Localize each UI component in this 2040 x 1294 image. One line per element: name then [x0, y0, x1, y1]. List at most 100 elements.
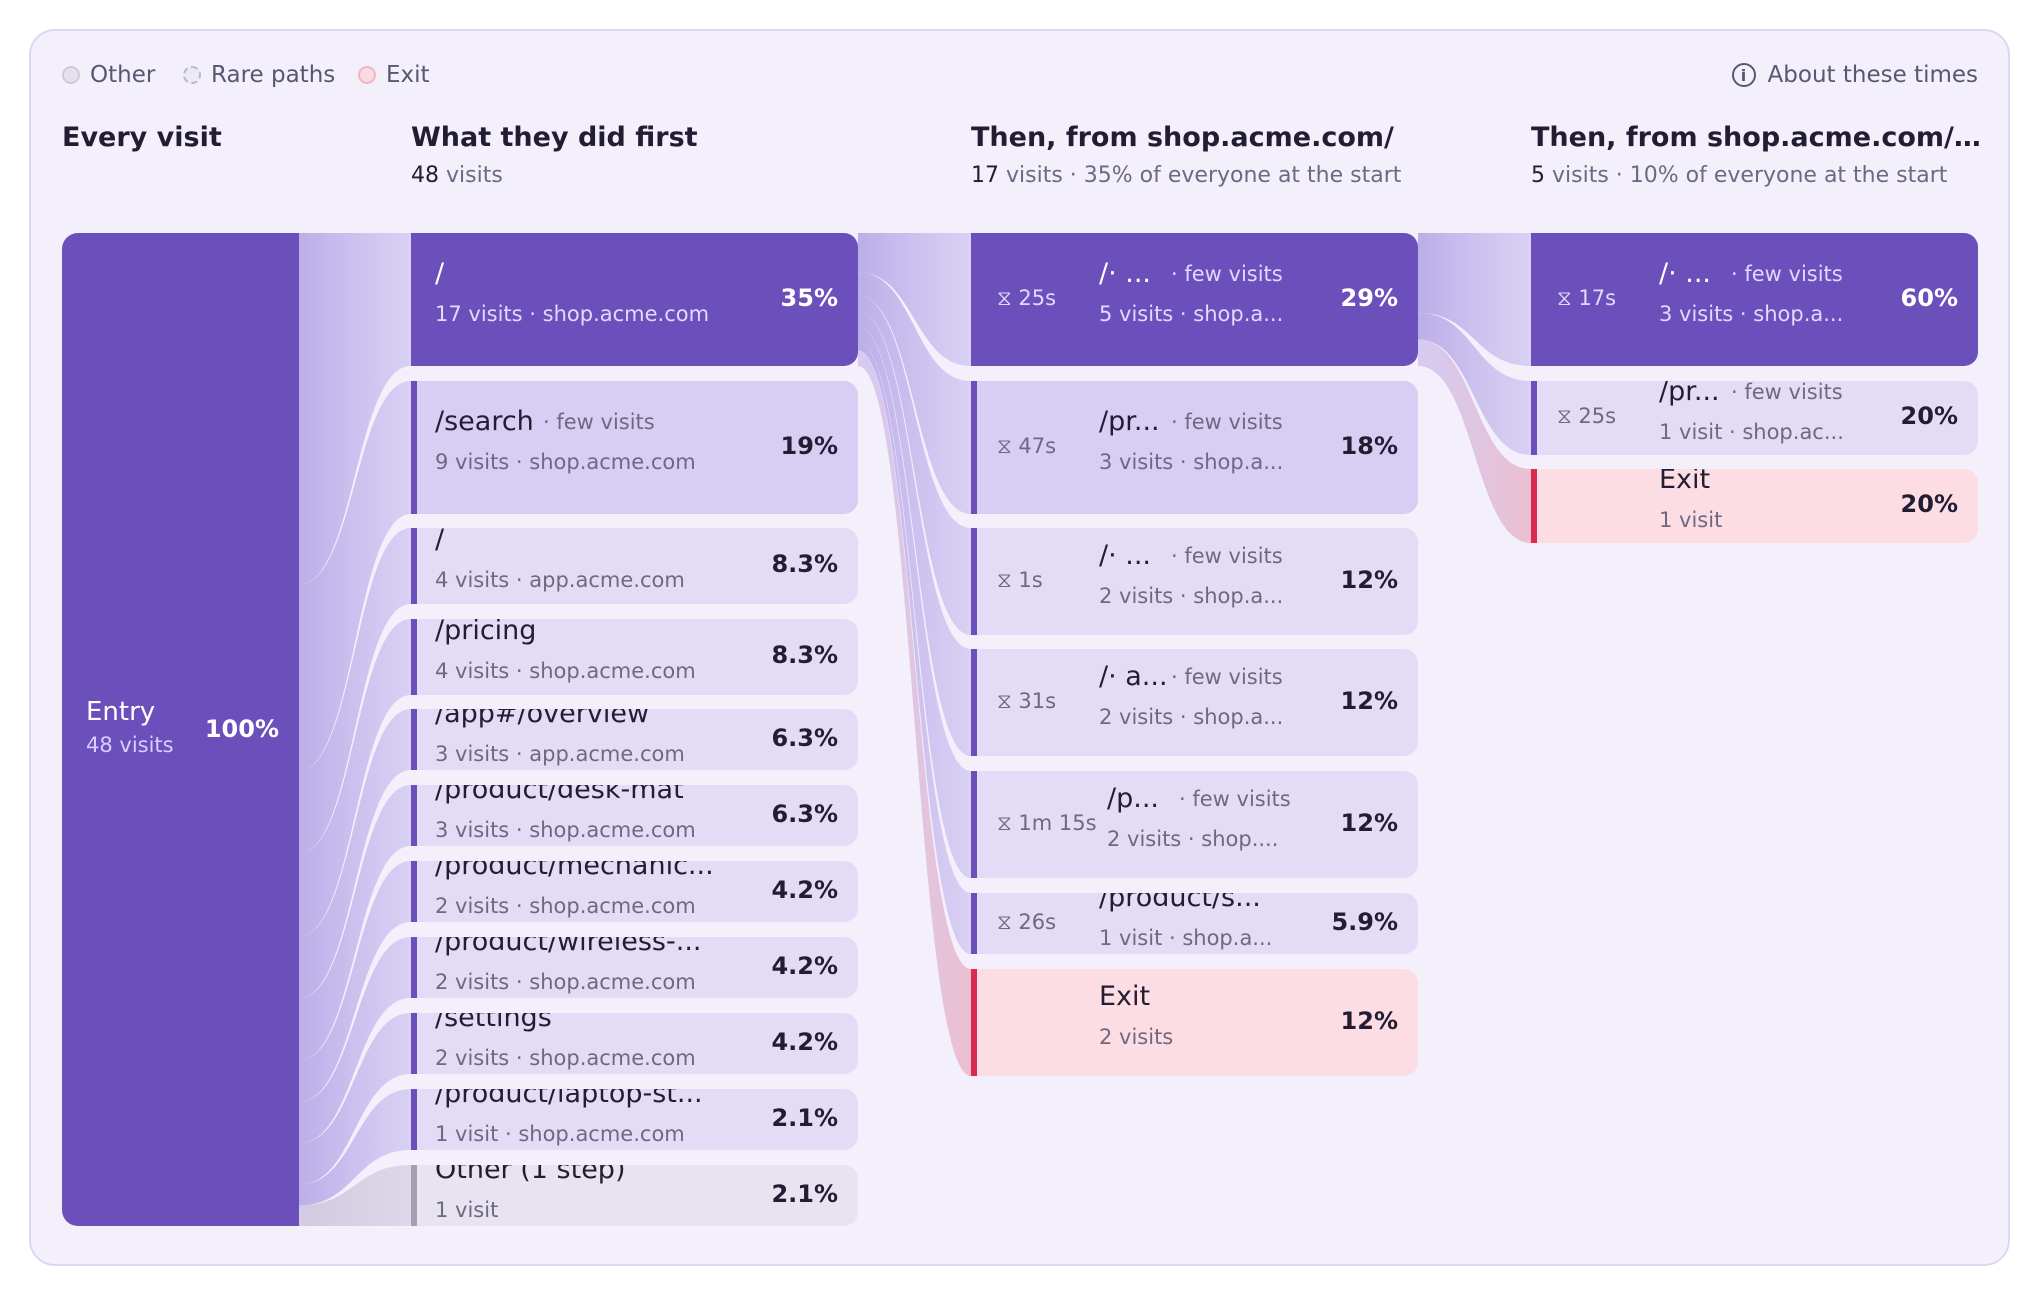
node-percent: 8.3%: [771, 641, 838, 669]
legend-item-rare-paths[interactable]: Rare paths: [183, 62, 335, 88]
legend-swatch: [183, 66, 201, 84]
legend-label: Exit: [386, 62, 430, 88]
node-visits: 3 visits · shop.a...: [1099, 449, 1284, 474]
flow-entry-to-step1-9: [299, 1089, 411, 1206]
node-title: Exit: [1659, 469, 1711, 495]
step2-node-4[interactable]: ⧖ 1m 15s/p... · few visits 2 visits · shop…: [971, 771, 1418, 878]
entry-node[interactable]: Entry 48 visits 100%: [62, 233, 299, 1226]
flow-entry-to-step1-6: [299, 861, 411, 1102]
node-visits: 1 visit: [1659, 508, 1723, 532]
node-percent: 20%: [1900, 490, 1958, 518]
node-percent: 12%: [1340, 808, 1398, 837]
flow-step1-to-step2-5: [858, 342, 971, 954]
step1-node-3[interactable]: /pricing 4 visits · shop.acme.com 8.3%: [411, 619, 858, 695]
step3-node-0[interactable]: ⧖ 17s /· ... · few visits 3 visits · shop.a…: [1531, 233, 1978, 366]
node-accent-bar: [411, 785, 417, 846]
legend-label: Other: [90, 62, 156, 88]
flow-step2-to-step3-2: [1418, 339, 1531, 543]
time-on-step: ⧖ 31s: [997, 688, 1057, 713]
flow-entry-to-step1-4: [299, 709, 411, 999]
node-accent-bar: [971, 381, 977, 514]
step1-node-2[interactable]: / 4 visits · app.acme.com 8.3%: [411, 528, 858, 604]
step1-node-6[interactable]: /product/mechanic... 2 visits · shop.acme…: [411, 861, 858, 922]
node-visits: 2 visits · shop.acme.com: [435, 1045, 696, 1070]
node-percent: 12%: [1340, 1006, 1398, 1035]
few-visits-note: · few visits: [1171, 543, 1283, 568]
few-visits-note: · few visits: [1171, 409, 1283, 434]
step2-node-1[interactable]: ⧖ 47s/pr... · few visits 3 visits · shop.a…: [971, 381, 1418, 514]
step1-node-0[interactable]: / 17 visits · shop.acme.com 35%: [411, 233, 858, 366]
step2-node-0[interactable]: ⧖ 25s /· ... · few visits 5 visits · shop.a…: [971, 233, 1418, 366]
flow-entry-to-step1-10: [299, 1165, 411, 1226]
node-title: Other (1 step): [435, 1165, 626, 1185]
flow-entry-to-step1-3: [299, 619, 411, 937]
step1-node-10[interactable]: Other (1 step) 1 visit 2.1%: [411, 1165, 858, 1226]
step1-node-4[interactable]: /app#/overview 3 visits · app.acme.com 6.3…: [411, 709, 858, 770]
node-visits: 2 visits · shop.a...: [1099, 704, 1284, 729]
step3-node-2[interactable]: Exit 1 visit 20%: [1531, 469, 1978, 543]
flow-entry-to-step1-0: [299, 233, 411, 585]
node-title: /· ...: [1099, 539, 1152, 571]
step2-node-2[interactable]: ⧖ 1s /· ... · few visits 2 visits · shop.a.…: [971, 528, 1418, 635]
node-title: /· ...: [1099, 257, 1152, 289]
step1-node-1[interactable]: /search · few visits 9 visits · shop.acme.…: [411, 381, 858, 514]
few-visits-note: · few visits: [1731, 261, 1843, 286]
step2-node-5[interactable]: ⧖ 26s/product/s... 1 visit · shop.a... 5.9…: [971, 893, 1418, 954]
node-title: /app#/overview: [435, 709, 650, 729]
flow-step2-to-step3-0: [1418, 233, 1531, 366]
step1-node-9[interactable]: /product/laptop-st... 1 visit · shop.acme…: [411, 1089, 858, 1150]
node-percent: 20%: [1900, 402, 1958, 430]
flow-step1-to-step2-4: [858, 326, 971, 879]
node-percent: 60%: [1900, 283, 1958, 312]
step1-node-8[interactable]: /settings 2 visits · shop.acme.com 4.2%: [411, 1013, 858, 1074]
node-percent: 4.2%: [771, 1027, 838, 1056]
node-visits: 4 visits · app.acme.com: [435, 568, 685, 592]
node-visits: 1 visit · shop.acme.com: [435, 1121, 685, 1146]
step3-node-1[interactable]: ⧖ 25s/pr... · few visits 1 visit · shop.ac…: [1531, 381, 1978, 455]
step2-node-3[interactable]: ⧖ 31s /· a... · few visits 2 visits · shop.…: [971, 649, 1418, 756]
node-percent: 12%: [1340, 686, 1398, 715]
node-accent-bar: [971, 969, 977, 1076]
node-percent: 5.9%: [1331, 907, 1398, 936]
legend-label: Rare paths: [211, 62, 336, 88]
node-accent-bar: [971, 528, 977, 635]
node-visits: 3 visits · shop.acme.com: [435, 817, 696, 842]
time-on-step: ⧖ 26s: [997, 909, 1057, 934]
node-accent-bar: [411, 1165, 417, 1226]
node-title: /product/desk-mat: [435, 785, 684, 805]
column-subtitle: 48 visits: [411, 163, 503, 188]
step1-node-7[interactable]: /product/wireless-... 2 visits · shop.acm…: [411, 937, 858, 998]
node-percent: 2.1%: [771, 1103, 838, 1132]
info-icon: i: [1731, 63, 1756, 87]
node-percent: 29%: [1340, 283, 1398, 312]
node-title: /: [435, 257, 445, 289]
node-visits: 3 visits · app.acme.com: [435, 741, 685, 766]
entry-label: Entry: [86, 697, 156, 727]
step2-node-6[interactable]: Exit 2 visits 12%: [971, 969, 1418, 1076]
legend-item-exit[interactable]: Exit: [358, 62, 430, 88]
node-visits: 2 visits · shop.acme.com: [435, 893, 696, 918]
legend-item-other[interactable]: Other: [62, 62, 155, 88]
few-visits-note: · few visits: [543, 409, 655, 434]
node-visits: 4 visits · shop.acme.com: [435, 659, 696, 683]
node-accent-bar: [411, 937, 417, 998]
node-percent: 6.3%: [771, 723, 838, 752]
node-title: /· ...: [1659, 257, 1712, 289]
node-visits: 1 visit: [435, 1197, 499, 1222]
node-percent: 4.2%: [771, 875, 838, 904]
few-visits-note: · few visits: [1171, 261, 1283, 286]
few-visits-note: · few visits: [1171, 664, 1283, 689]
node-accent-bar: [1531, 381, 1537, 455]
node-percent: 6.3%: [771, 799, 838, 828]
node-accent-bar: [411, 861, 417, 922]
time-on-step: ⧖ 47s: [997, 433, 1057, 458]
flow-step1-to-step2-0: [858, 233, 971, 366]
flow-entry-to-step1-1: [299, 381, 411, 771]
node-visits: 9 visits · shop.acme.com: [435, 449, 696, 474]
entry-percent: 100%: [204, 715, 279, 743]
step1-node-5[interactable]: /product/desk-mat 3 visits · shop.acme.co…: [411, 785, 858, 846]
flow-entry-to-step1-8: [299, 1013, 411, 1185]
node-percent: 4.2%: [771, 951, 838, 980]
legend-swatch: [358, 66, 376, 84]
about-times-link[interactable]: i About these times: [1731, 62, 1978, 88]
